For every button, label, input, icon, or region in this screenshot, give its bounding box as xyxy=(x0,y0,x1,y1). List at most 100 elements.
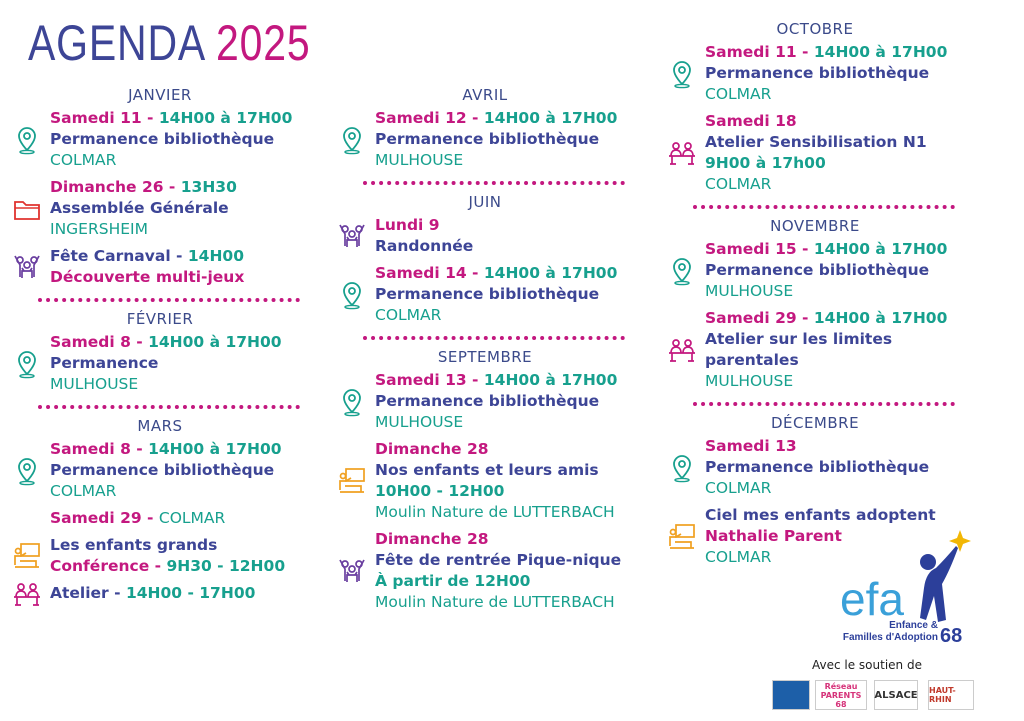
event-icon xyxy=(669,142,695,165)
event-text: Atelier sur les limites xyxy=(705,330,893,348)
event-line: Nathalie Parent xyxy=(705,526,965,547)
event-text: parentales xyxy=(705,351,799,369)
event-icon xyxy=(673,454,691,482)
event-line: À partir de 12H00 xyxy=(375,571,635,592)
event-text: Nos enfants et leurs amis xyxy=(375,461,599,479)
partner-logo: HAUT-RHIN xyxy=(928,680,974,710)
event: Samedi 29 - COLMAR xyxy=(10,508,310,529)
event-text: 14H00 à 17H00 xyxy=(483,109,618,127)
title-year: 2025 xyxy=(216,15,311,71)
event-line: MULHOUSE xyxy=(705,281,965,302)
event: Lundi 9 Randonnée xyxy=(335,215,635,257)
event-line: Samedi 13 xyxy=(705,436,965,457)
event-icon xyxy=(14,200,40,220)
event-icon xyxy=(14,582,40,606)
event-line: Samedi 15 - 14H00 à 17H00 xyxy=(705,239,965,260)
month-heading: DÉCEMBRE xyxy=(770,414,860,432)
event-line: Permanence bibliothèque xyxy=(375,284,635,305)
event-line: Permanence bibliothèque xyxy=(705,457,965,478)
event-text: COLMAR xyxy=(50,151,117,169)
event-line: Ciel mes enfants adoptent xyxy=(705,505,965,526)
event: Samedi 29 - 14H00 à 17H00 Atelier sur les… xyxy=(665,308,965,392)
event-text: Fête Carnaval - xyxy=(50,247,188,265)
event-text: 14H00 à 17H00 xyxy=(148,333,282,351)
event-text: Samedi 13 - xyxy=(375,371,484,389)
event-text: INGERSHEIM xyxy=(50,220,148,238)
event-line: Samedi 8 - 14H00 à 17H00 xyxy=(50,439,310,460)
title: AGENDA 2025 xyxy=(28,14,311,72)
event: Les enfants grands Conférence - 9H30 - 12… xyxy=(10,535,310,577)
event-text: MULHOUSE xyxy=(50,375,139,393)
event-text: COLMAR xyxy=(705,548,772,566)
event-line: Les enfants grands xyxy=(50,535,310,556)
event-text: Assemblée Générale xyxy=(50,199,229,217)
support-text: Avec le soutien de xyxy=(812,658,922,672)
event-text: Fête de rentrée Pique-nique xyxy=(375,551,622,569)
event-line: Atelier Sensibilisation N1 xyxy=(705,132,965,153)
logo-number: 68 xyxy=(940,625,962,647)
partner-logo xyxy=(772,680,810,710)
event-line: Conférence - 9H30 - 12H00 xyxy=(50,556,310,577)
event-line: COLMAR xyxy=(375,305,635,326)
event-line: Permanence bibliothèque xyxy=(50,460,310,481)
event-line: COLMAR xyxy=(705,547,965,568)
dotted-separator xyxy=(693,205,955,209)
month-heading: FÉVRIER xyxy=(126,310,194,328)
dotted-separator xyxy=(38,405,300,409)
event-icon xyxy=(18,457,36,485)
event-text: Permanence bibliothèque xyxy=(375,285,600,303)
event-text: 14H00 à 17H00 xyxy=(483,371,618,389)
event-text: Permanence bibliothèque xyxy=(50,130,275,148)
event-line: Moulin Nature de LUTTERBACH xyxy=(375,502,635,523)
dotted-separator xyxy=(38,298,300,302)
event-text: Samedi 29 - xyxy=(705,309,814,327)
event-line: Samedi 29 - COLMAR xyxy=(50,508,310,529)
event: Dimanche 28 Nos enfants et leurs amis 10H0… xyxy=(335,439,635,523)
event-text: COLMAR xyxy=(158,509,226,527)
event-text: À partir de 12H00 xyxy=(375,572,531,590)
event-icon xyxy=(669,523,695,549)
event-text: Permanence bibliothèque xyxy=(705,458,930,476)
event: Dimanche 28 Fête de rentrée Pique-nique À … xyxy=(335,529,635,613)
event-line: MULHOUSE xyxy=(50,374,310,395)
event: Samedi 14 - 14H00 à 17H00 Permanence bibl… xyxy=(335,263,635,326)
event-text: Lundi 9 xyxy=(375,216,440,234)
event-text: 9H30 - 12H00 xyxy=(166,557,286,575)
event-text: COLMAR xyxy=(705,479,772,497)
event-text: Randonnée xyxy=(375,237,474,255)
event-text: Samedi 18 xyxy=(705,112,797,130)
event-text: Samedi 8 - xyxy=(50,440,149,458)
event: Samedi 11 - 14H00 à 17H00 Permanence bibl… xyxy=(665,42,965,105)
event-line: Permanence bibliothèque xyxy=(705,63,965,84)
logo-text: efa xyxy=(840,573,904,625)
event-text: Permanence xyxy=(50,354,159,372)
event-line: Fête Carnaval - 14H00 xyxy=(50,246,310,267)
event-line: Randonnée xyxy=(375,236,635,257)
event-icon xyxy=(673,60,691,88)
partner-logo: Réseau PARENTS 68 xyxy=(815,680,867,710)
logo-org: Familles d'Adoption xyxy=(843,632,938,643)
event-text: Permanence bibliothèque xyxy=(705,64,930,82)
column: AVRIL Samedi 12 - 14H00 à 17H00 Permanence… xyxy=(335,80,635,619)
event-icon xyxy=(339,559,365,582)
event-text: Samedi 11 - xyxy=(50,109,159,127)
event-text: Les enfants grands xyxy=(50,536,218,554)
event-line: COLMAR xyxy=(50,481,310,502)
event-icon xyxy=(339,224,365,247)
month-heading: MARS xyxy=(137,417,183,435)
event-text: 14H00 - 17H00 xyxy=(125,584,256,602)
event-icon xyxy=(339,468,365,493)
event-icon xyxy=(14,255,40,278)
event-text: 14H00 xyxy=(187,247,244,265)
column: JANVIER Samedi 11 - 14H00 à 17H00 Permanen… xyxy=(10,80,310,610)
event-text: MULHOUSE xyxy=(375,151,464,169)
event-icon xyxy=(18,126,36,154)
event-line: COLMAR xyxy=(705,84,965,105)
event-text: 14H00 à 17H00 xyxy=(483,264,618,282)
event: Samedi 15 - 14H00 à 17H00 Permanence bibl… xyxy=(665,239,965,302)
event-line: Permanence bibliothèque xyxy=(375,391,635,412)
event-line: Assemblée Générale xyxy=(50,198,310,219)
event-line: Dimanche 28 xyxy=(375,439,635,460)
